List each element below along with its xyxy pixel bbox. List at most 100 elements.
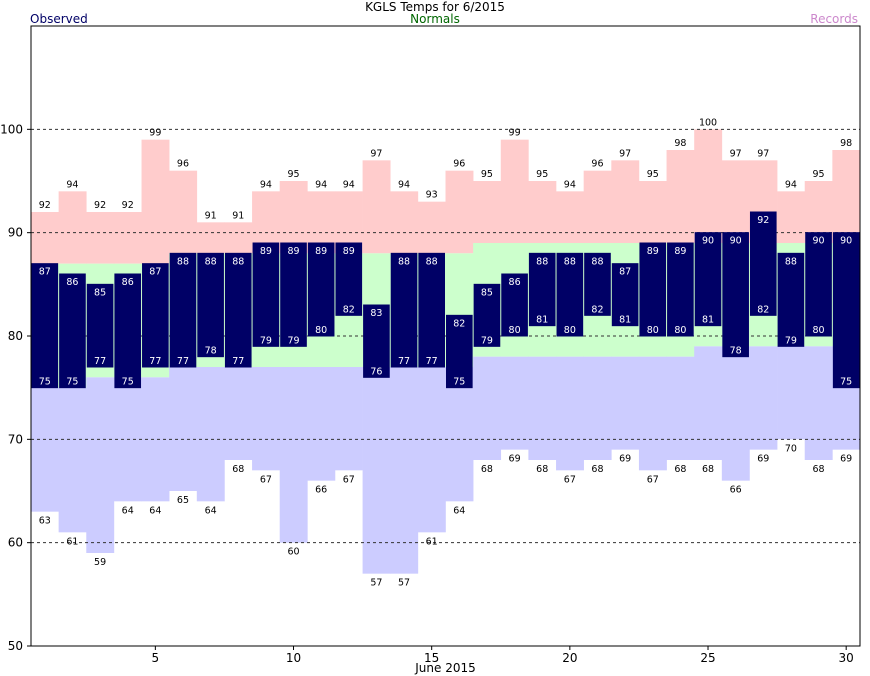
record-high-band: [528, 181, 557, 243]
observed-bar: [805, 232, 832, 337]
x-tick-label: 25: [700, 651, 715, 665]
observed-high-label: 86: [66, 277, 78, 288]
observed-bar: [142, 263, 169, 368]
observed-bar: [252, 242, 280, 347]
record-high-label: 91: [232, 210, 244, 221]
observed-bar: [169, 252, 197, 368]
observed-low-label: 79: [785, 335, 797, 346]
observed-bar: [390, 252, 418, 368]
record-low-label: 68: [536, 464, 548, 475]
observed-low-label: 80: [813, 325, 825, 336]
record-low-band: [196, 367, 225, 502]
observed-high-label: 82: [453, 318, 465, 329]
x-tick-label: 10: [286, 651, 301, 665]
record-high-label: 97: [757, 148, 769, 159]
record-high-label: 94: [260, 179, 272, 190]
observed-bar: [197, 252, 224, 358]
observed-bar: [224, 252, 252, 368]
record-high-band: [113, 212, 142, 264]
observed-low-label: 80: [647, 325, 659, 336]
record-low-band: [666, 356, 695, 460]
record-low-label: 68: [674, 464, 686, 475]
record-high-label: 93: [426, 190, 438, 201]
observed-high-label: 89: [315, 246, 327, 257]
record-low-band: [749, 346, 778, 450]
record-low-label: 69: [840, 454, 852, 465]
observed-bar: [280, 242, 307, 347]
record-low-label: 68: [232, 464, 244, 475]
observed-bar: [639, 242, 667, 337]
observed-low-label: 80: [674, 325, 686, 336]
record-high-label: 94: [343, 179, 355, 190]
record-high-band: [390, 191, 419, 254]
record-low-band: [445, 367, 474, 502]
observed-high-label: 88: [232, 256, 244, 267]
record-high-label: 92: [94, 200, 106, 211]
record-low-label: 60: [287, 547, 299, 558]
record-low-band: [334, 367, 363, 471]
record-low-label: 64: [149, 505, 161, 516]
record-high-band: [611, 160, 640, 243]
record-low-band: [583, 356, 612, 460]
observed-bar: [335, 242, 363, 316]
record-high-label: 94: [66, 179, 78, 190]
record-low-band: [473, 356, 502, 460]
record-low-band: [31, 387, 59, 512]
observed-high-label: 87: [39, 267, 51, 278]
observed-high-label: 86: [509, 277, 521, 288]
record-low-band: [86, 377, 115, 553]
observed-high-label: 88: [205, 256, 217, 267]
observed-high-label: 88: [564, 256, 576, 267]
y-tick-label: 70: [8, 432, 23, 446]
observed-high-label: 85: [481, 287, 493, 298]
record-low-label: 69: [757, 454, 769, 465]
record-low-band: [252, 367, 280, 471]
x-tick-label: 5: [152, 651, 160, 665]
record-low-band: [58, 387, 87, 533]
record-low-label: 64: [453, 505, 465, 516]
observed-high-label: 89: [647, 246, 659, 257]
observed-low-label: 75: [453, 377, 465, 388]
observed-high-label: 89: [674, 246, 686, 257]
observed-low-label: 79: [481, 335, 493, 346]
record-high-label: 94: [564, 179, 576, 190]
observed-bar: [473, 283, 501, 347]
record-high-band: [473, 181, 502, 243]
observed-low-label: 77: [398, 356, 410, 367]
record-high-label: 94: [315, 179, 327, 190]
record-low-label: 64: [205, 505, 217, 516]
observed-high-label: 85: [94, 287, 106, 298]
record-high-label: 94: [785, 179, 797, 190]
record-high-label: 92: [39, 200, 51, 211]
y-tick-label: 50: [8, 639, 23, 653]
record-high-band: [362, 160, 391, 254]
record-low-label: 66: [315, 485, 327, 496]
observed-bar: [31, 263, 59, 389]
record-high-band: [224, 222, 253, 254]
observed-high-label: 92: [757, 215, 769, 226]
observed-low-label: 75: [122, 377, 134, 388]
records-legend: Records: [810, 12, 858, 26]
observed-low-label: 75: [840, 377, 852, 388]
record-low-band: [611, 356, 640, 450]
observed-bars: [31, 211, 860, 389]
observed-low-label: 82: [343, 304, 355, 315]
record-high-band: [666, 150, 695, 243]
record-high-label: 100: [699, 117, 717, 128]
record-low-band: [500, 356, 529, 450]
record-low-band: [556, 356, 584, 471]
record-low-label: 67: [260, 474, 272, 485]
observed-low-label: 77: [149, 356, 161, 367]
observed-bar: [59, 273, 86, 389]
record-low-label: 61: [426, 536, 438, 547]
observed-high-label: 88: [785, 256, 797, 267]
record-low-band: [638, 356, 667, 471]
observed-low-label: 78: [730, 346, 742, 357]
record-low-label: 57: [398, 578, 410, 589]
observed-low-label: 81: [536, 315, 548, 326]
record-low-label: 68: [813, 464, 825, 475]
record-low-label: 67: [564, 474, 576, 485]
record-low-band: [721, 346, 750, 481]
observed-low-label: 75: [39, 377, 51, 388]
